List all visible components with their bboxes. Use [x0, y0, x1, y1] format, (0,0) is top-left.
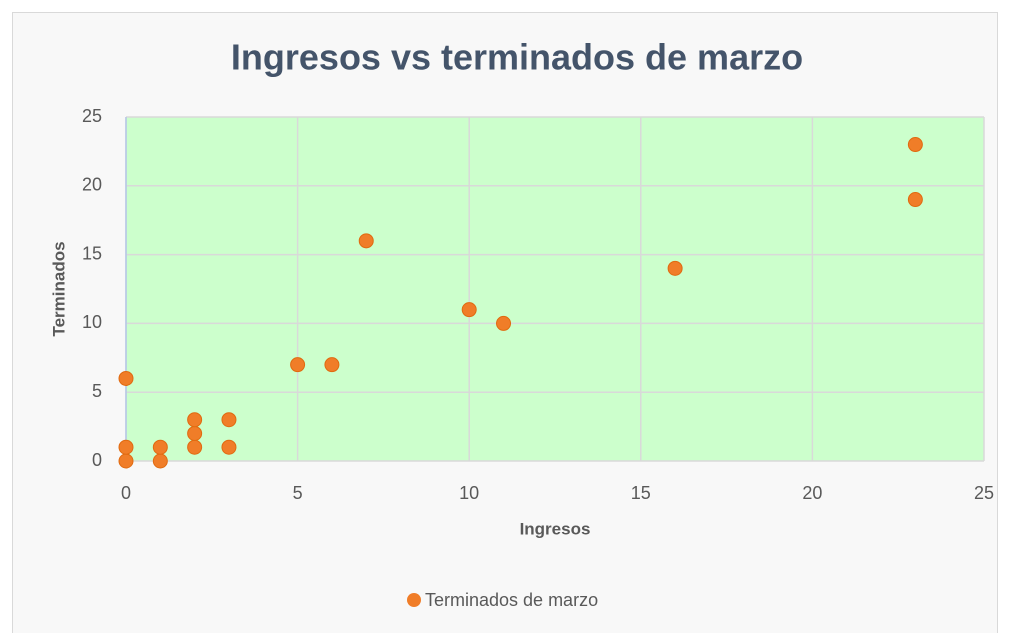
y-tick-label: 10 [82, 312, 102, 332]
point [118, 439, 134, 455]
point [221, 412, 237, 428]
x-tick-label: 25 [974, 483, 994, 503]
point [358, 233, 374, 249]
y-tick-label: 20 [82, 175, 102, 195]
x-tick-label: 0 [121, 483, 131, 503]
point [461, 302, 477, 318]
y-axis-title: Terminados [49, 241, 68, 336]
point [907, 137, 923, 153]
x-tick-label: 20 [802, 483, 822, 503]
point [324, 357, 340, 373]
point [187, 439, 203, 455]
point [187, 412, 203, 428]
point [907, 192, 923, 208]
legend-marker [407, 593, 421, 607]
x-tick-label: 15 [631, 483, 651, 503]
chart-title: Ingresos vs terminados de marzo [231, 37, 803, 78]
point [152, 453, 168, 469]
plot-area [126, 117, 984, 461]
point [496, 315, 512, 331]
point [118, 370, 134, 386]
point [187, 425, 203, 441]
y-tick-label: 25 [82, 106, 102, 126]
legend-label: Terminados de marzo [425, 590, 598, 610]
point [667, 260, 683, 276]
point [221, 439, 237, 455]
point [118, 453, 134, 469]
y-tick-label: 15 [82, 243, 102, 263]
x-tick-label: 10 [459, 483, 479, 503]
point [152, 439, 168, 455]
x-axis-title: Ingresos [520, 519, 591, 538]
y-tick-label: 0 [92, 450, 102, 470]
x-tick-label: 5 [293, 483, 303, 503]
y-tick-label: 5 [92, 381, 102, 401]
point [290, 357, 306, 373]
